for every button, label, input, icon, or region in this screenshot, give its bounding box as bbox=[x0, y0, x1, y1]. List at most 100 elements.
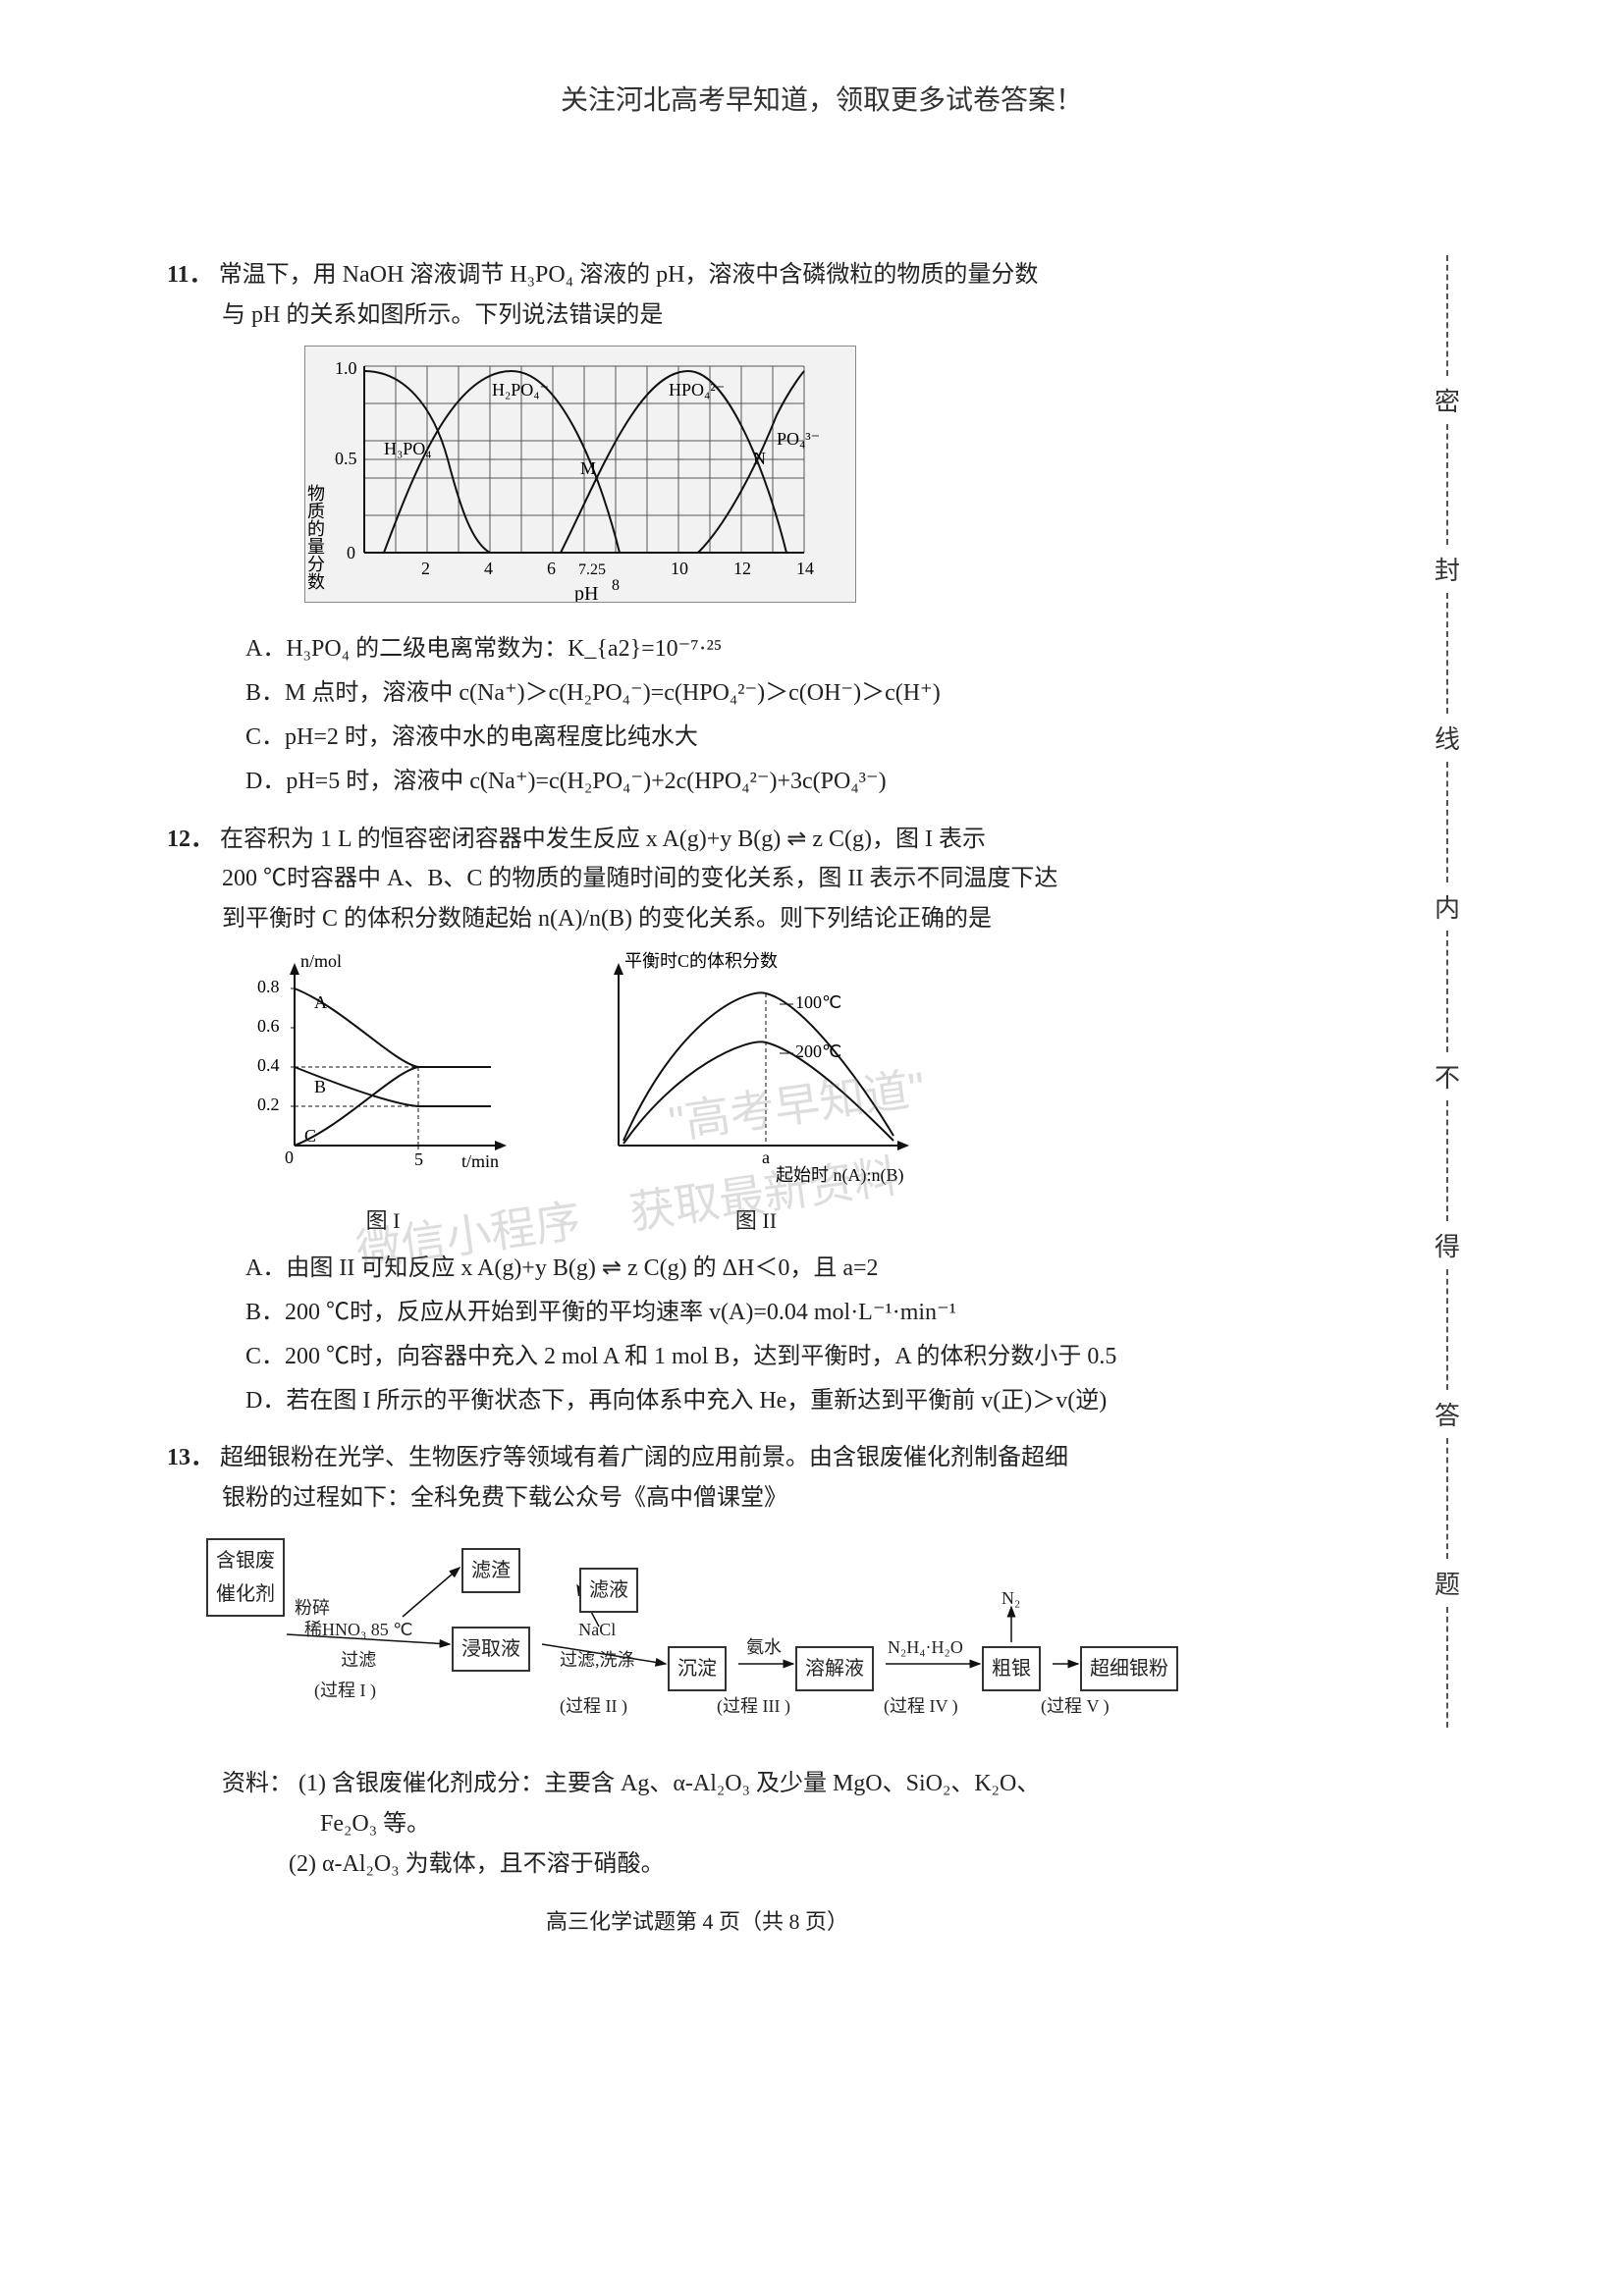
page-header: 关注河北高考早知道，领取更多试卷答案！ bbox=[167, 79, 1477, 118]
q11-optD: D．pH=5 时，溶液中 c(Na⁺)=c(H₂PO₄⁻)+2c(HPO₄²⁻)… bbox=[167, 762, 1227, 802]
svg-text:0.5: 0.5 bbox=[335, 449, 357, 468]
node-crude-silver: 粗银 bbox=[982, 1646, 1041, 1691]
sealing-line: 密 封 线 内 不 得 答 题 bbox=[1428, 255, 1467, 1728]
svg-text:B: B bbox=[314, 1077, 326, 1096]
svg-text:4: 4 bbox=[484, 559, 493, 578]
res1b: Fe₂O₃ 等。 bbox=[222, 1804, 1227, 1844]
fig2-xlabel: 起始时 n(A):n(B) bbox=[776, 1165, 903, 1185]
page: 关注河北高考早知道，领取更多试卷答案！ 11． 常温下，用 NaOH 溶液调节 … bbox=[0, 0, 1624, 2296]
proc1: (过程 I ) bbox=[314, 1676, 376, 1706]
q12-stem2: 200 ℃时容器中 A、B、C 的物质的量随时间的变化关系，图 II 表示不同温… bbox=[167, 859, 1227, 899]
svg-text:1.0: 1.0 bbox=[335, 358, 357, 378]
seal-5: 得 bbox=[1435, 1221, 1460, 1269]
svg-text:10: 10 bbox=[671, 559, 688, 578]
node-catalyst: 含银废 催化剂 bbox=[206, 1538, 285, 1617]
node-filtrate: 滤液 bbox=[579, 1568, 638, 1613]
ylabel: 物质的量分数 bbox=[305, 483, 325, 589]
curve-label-hpo4: HPO₄²⁻ bbox=[669, 380, 725, 400]
fig1-caption: 图 I bbox=[245, 1202, 520, 1239]
svg-text:0: 0 bbox=[285, 1148, 294, 1167]
svg-text:0: 0 bbox=[347, 543, 355, 562]
node-n2: N₂ bbox=[1001, 1583, 1020, 1614]
node-precipitate: 沉淀 bbox=[668, 1646, 727, 1691]
q13-stem2: 银粉的过程如下：全科免费下载公众号《高中僧课堂》 bbox=[167, 1478, 1227, 1519]
question-12: 12． 在容积为 1 L 的恒容密闭容器中发生反应 x A(g)+y B(g) … bbox=[167, 820, 1227, 1421]
curve-label-po4: PO₄³⁻ bbox=[777, 429, 820, 449]
q13-number: 13． bbox=[167, 1445, 214, 1470]
fig1-ylabel: n/mol bbox=[300, 951, 342, 971]
curve-label-h3po4: H₃PO₄ bbox=[384, 439, 432, 458]
res1: (1) 含银废催化剂成分：主要含 Ag、α-Al₂O₃ 及少量 MgO、SiO₂… bbox=[298, 1771, 1040, 1796]
proc5: (过程 V ) bbox=[1041, 1691, 1110, 1722]
q12-optA: A．由图 II 可知反应 x A(g)+y B(g) ⇌ z C(g) 的 ΔH… bbox=[167, 1249, 1227, 1289]
fig2-svg: a 100℃ 200℃ 平衡时C的体积分数 起始时 n(A):n(B) bbox=[579, 949, 933, 1185]
svg-text:2: 2 bbox=[421, 559, 430, 578]
curve-200: 200℃ bbox=[795, 1041, 841, 1061]
res-label: 资料： bbox=[222, 1771, 293, 1796]
fig2-ylabel: 平衡时C的体积分数 bbox=[624, 951, 778, 971]
q11-optC: C．pH=2 时，溶液中水的电离程度比纯水大 bbox=[167, 718, 1227, 758]
svg-text:0.8: 0.8 bbox=[257, 977, 280, 996]
q11-stem2: 与 pH 的关系如图所示。下列说法错误的是 bbox=[167, 295, 1227, 336]
fig1-xlabel: t/min bbox=[461, 1151, 499, 1171]
svg-text:A: A bbox=[314, 992, 327, 1012]
content-area: 11． 常温下，用 NaOH 溶液调节 H₃PO₄ 溶液的 pH，溶液中含磷微粒… bbox=[167, 255, 1227, 1941]
q11-optA: A．H₃PO₄ 的二级电离常数为：K_{a2}=10⁻⁷·²⁵ bbox=[167, 629, 1227, 669]
q12-optB: B．200 ℃时，反应从开始到平衡的平均速率 v(A)=0.04 mol·L⁻¹… bbox=[167, 1293, 1227, 1333]
q12-stem1: 在容积为 1 L 的恒容密闭容器中发生反应 x A(g)+y B(g) ⇌ z … bbox=[220, 827, 986, 852]
seal-6: 答 bbox=[1435, 1390, 1460, 1438]
proc3: (过程 III ) bbox=[717, 1691, 790, 1722]
svg-text:7.25: 7.25 bbox=[578, 561, 606, 578]
svg-text:0.6: 0.6 bbox=[257, 1016, 280, 1036]
question-13: 13． 超细银粉在光学、生物医疗等领域有着广阔的应用前景。由含银废催化剂制备超细… bbox=[167, 1438, 1227, 1884]
seal-4: 不 bbox=[1435, 1052, 1460, 1100]
marker-a: a bbox=[762, 1148, 770, 1167]
q12-fig1: 0.8 0.6 0.4 0.2 0 5 bbox=[245, 949, 520, 1239]
arr-ammonia: 氨水 bbox=[746, 1632, 782, 1663]
q12-optC: C．200 ℃时，向容器中充入 2 mol A 和 1 mol B，达到平衡时，… bbox=[167, 1337, 1227, 1377]
q12-number: 12． bbox=[167, 827, 214, 852]
xlabel: pH bbox=[574, 583, 598, 602]
fig2-caption: 图 II bbox=[579, 1202, 933, 1239]
curve-label-h2po4: H₂PO₄⁻ bbox=[492, 380, 549, 400]
seal-3: 内 bbox=[1435, 882, 1460, 931]
q13-stem1: 超细银粉在光学、生物医疗等领域有着广阔的应用前景。由含银废催化剂制备超细 bbox=[220, 1445, 1068, 1470]
node-leachate: 浸取液 bbox=[452, 1627, 530, 1672]
q11-number: 11． bbox=[167, 262, 213, 288]
svg-text:14: 14 bbox=[796, 559, 814, 578]
q11-optB: B．M 点时，溶液中 c(Na⁺)＞c(H₂PO₄⁻)=c(HPO₄²⁻)＞c(… bbox=[167, 673, 1227, 714]
q11-chart-svg: H₃PO₄ H₂PO₄⁻ HPO₄²⁻ PO₄³⁻ M N 1.0 0.5 0 … bbox=[305, 347, 855, 602]
q12-figures: 0.8 0.6 0.4 0.2 0 5 bbox=[245, 949, 1227, 1239]
seal-2: 线 bbox=[1435, 714, 1460, 762]
q13-resources: 资料： (1) 含银废催化剂成分：主要含 Ag、α-Al₂O₃ 及少量 MgO、… bbox=[167, 1764, 1227, 1884]
q12-optD: D．若在图 I 所示的平衡状态下，再向体系中充入 He，重新达到平衡前 v(正)… bbox=[167, 1381, 1227, 1421]
svg-text:0.4: 0.4 bbox=[257, 1055, 280, 1075]
point-M: M bbox=[580, 458, 596, 478]
svg-text:12: 12 bbox=[733, 559, 751, 578]
seal-1: 封 bbox=[1435, 545, 1460, 593]
svg-text:0.2: 0.2 bbox=[257, 1095, 280, 1114]
svg-text:C: C bbox=[304, 1126, 316, 1146]
q11-chart: H₃PO₄ H₂PO₄⁻ HPO₄²⁻ PO₄³⁻ M N 1.0 0.5 0 … bbox=[304, 346, 856, 603]
svg-text:5: 5 bbox=[414, 1149, 423, 1169]
arr-nacl: NaCl 过滤,洗涤 bbox=[560, 1615, 635, 1675]
fig1-svg: 0.8 0.6 0.4 0.2 0 5 bbox=[245, 949, 520, 1185]
seal-7: 题 bbox=[1435, 1559, 1460, 1607]
question-11: 11． 常温下，用 NaOH 溶液调节 H₃PO₄ 溶液的 pH，溶液中含磷微粒… bbox=[167, 255, 1227, 802]
curve-100: 100℃ bbox=[795, 992, 841, 1012]
svg-text:6: 6 bbox=[547, 559, 556, 578]
q11-stem1: 常温下，用 NaOH 溶液调节 H₃PO₄ 溶液的 pH，溶液中含磷微粒的物质的… bbox=[219, 262, 1039, 288]
q12-fig2: a 100℃ 200℃ 平衡时C的体积分数 起始时 n(A):n(B) 图 II bbox=[579, 949, 933, 1239]
arr-n2h4: N₂H₄·H₂O bbox=[888, 1632, 963, 1663]
node-solution: 溶解液 bbox=[795, 1646, 874, 1691]
q12-stem3: 到平衡时 C 的体积分数随起始 n(A)/n(B) 的变化关系。则下列结论正确的… bbox=[167, 899, 1227, 939]
svg-text:8: 8 bbox=[612, 577, 620, 594]
node-ultrafine: 超细银粉 bbox=[1080, 1646, 1178, 1691]
res2: (2) α-Al₂O₃ 为载体，且不溶于硝酸。 bbox=[222, 1844, 1227, 1885]
point-N: N bbox=[753, 449, 766, 468]
arr-hno3: 稀HNO₃ 85 ℃ 过滤 bbox=[304, 1615, 413, 1675]
proc2: (过程 II ) bbox=[560, 1691, 627, 1722]
proc4: (过程 IV ) bbox=[884, 1691, 958, 1722]
node-residue: 滤渣 bbox=[461, 1548, 520, 1593]
seal-0: 密 bbox=[1435, 376, 1460, 424]
